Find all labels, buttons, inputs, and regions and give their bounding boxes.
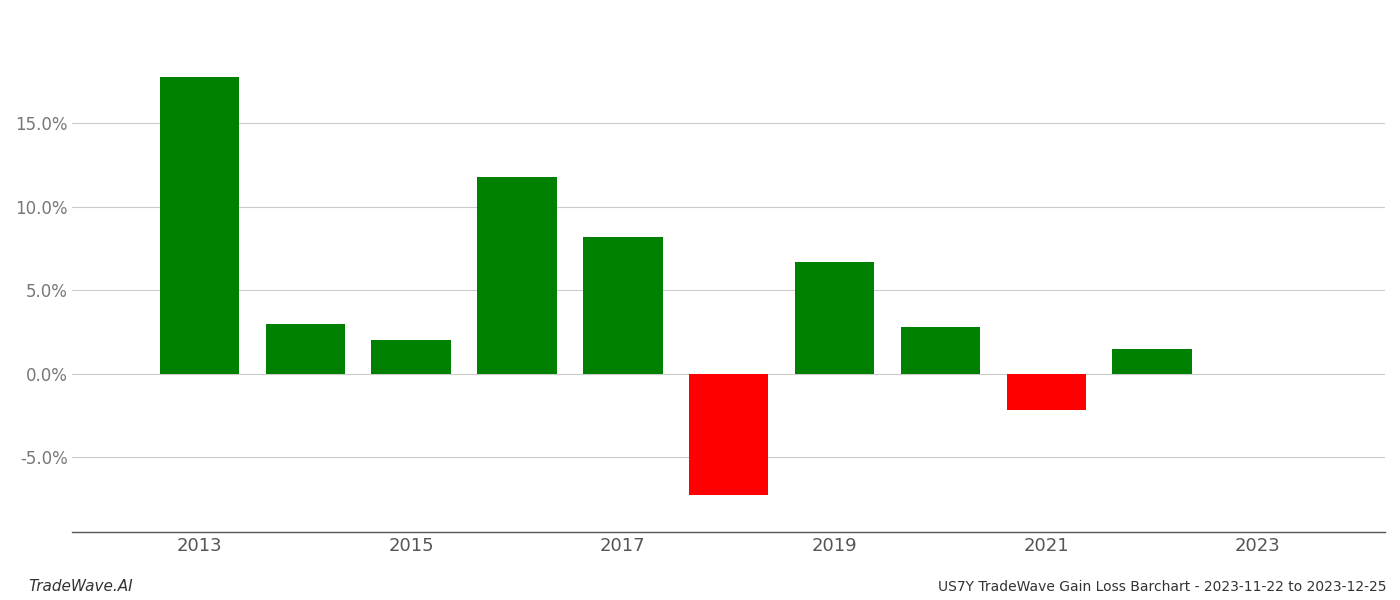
Text: US7Y TradeWave Gain Loss Barchart - 2023-11-22 to 2023-12-25: US7Y TradeWave Gain Loss Barchart - 2023… [938, 580, 1386, 594]
Bar [689, 374, 769, 496]
Bar [371, 340, 451, 374]
Text: TradeWave.AI: TradeWave.AI [28, 579, 133, 594]
Bar [584, 237, 662, 374]
Bar [1007, 374, 1086, 410]
Bar [266, 323, 344, 374]
Bar [477, 177, 557, 374]
Bar [900, 327, 980, 374]
Bar [160, 77, 239, 374]
Bar [1113, 349, 1191, 374]
Bar [795, 262, 874, 374]
